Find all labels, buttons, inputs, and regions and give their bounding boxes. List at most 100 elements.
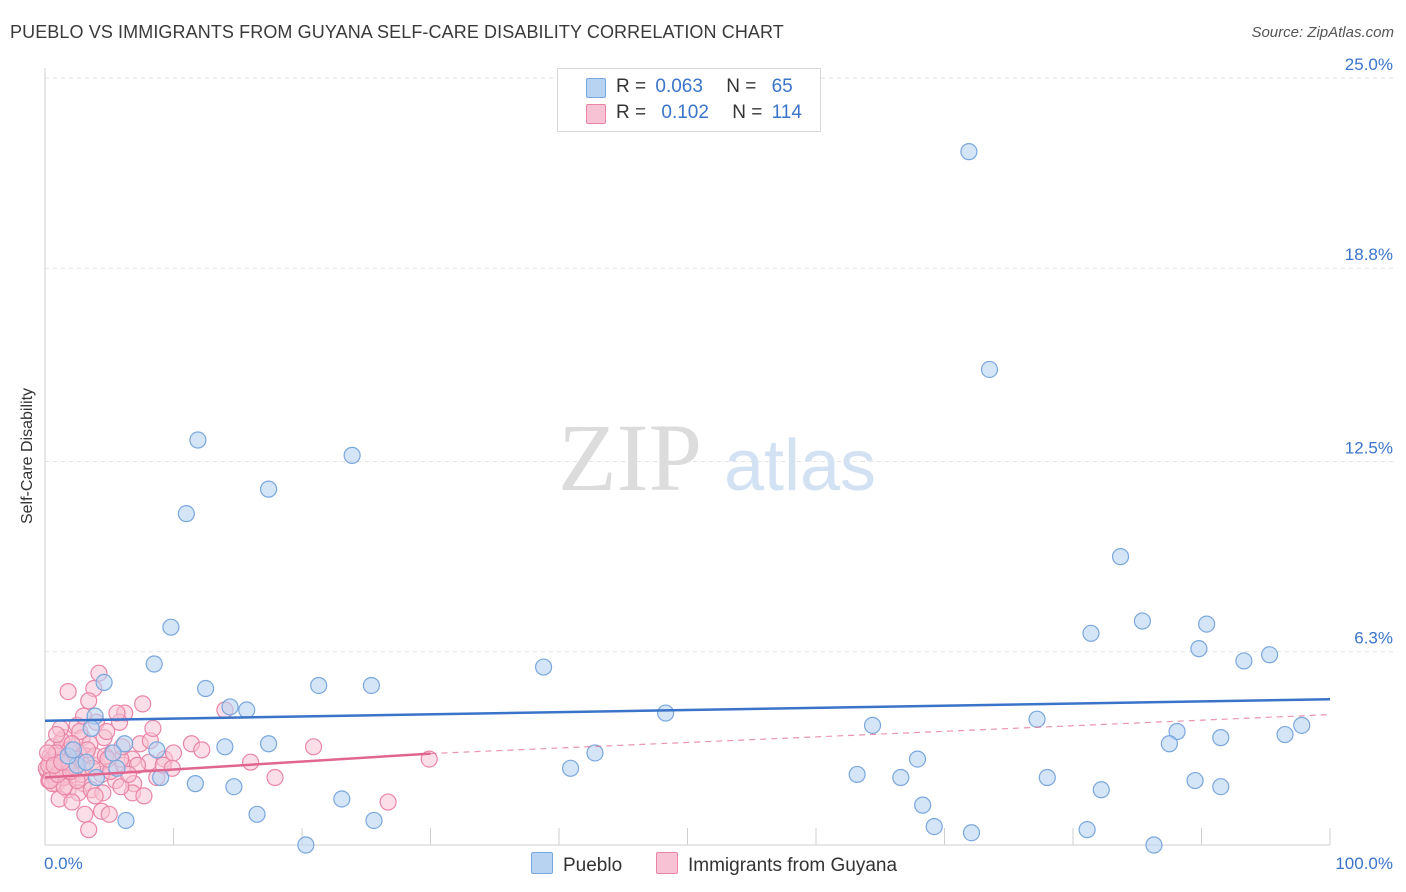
- pueblo-point: [87, 768, 106, 787]
- pueblo-point: [914, 796, 932, 814]
- pueblo-point: [1198, 615, 1216, 633]
- pueblo-point: [1160, 735, 1178, 753]
- pueblo-point: [197, 679, 215, 698]
- y-tick-label: 18.8%: [1345, 245, 1393, 264]
- source-label: Source: ZipAtlas.com: [1251, 24, 1394, 41]
- y-tick-label: 12.5%: [1345, 439, 1393, 458]
- pueblo-point: [1190, 640, 1208, 658]
- pueblo-point: [64, 741, 82, 759]
- pueblo-point: [980, 360, 999, 379]
- pueblo-point: [1082, 624, 1100, 642]
- trend-lines: [44, 698, 1331, 779]
- bottom-guyana-swatch: [656, 852, 678, 874]
- pueblo-point: [892, 768, 910, 787]
- guyana-point: [266, 768, 284, 787]
- pueblo-point: [561, 759, 580, 777]
- bottom-guyana-label: Immigrants from Guyana: [688, 855, 898, 876]
- pueblo-point: [586, 744, 604, 762]
- guyana-point: [193, 741, 211, 759]
- guyana-swatch: [586, 104, 606, 124]
- x-tick-label-min: 0.0%: [44, 854, 83, 873]
- pueblo-point: [95, 673, 113, 691]
- pueblo-point: [104, 744, 122, 762]
- guyana-point: [80, 821, 98, 839]
- watermark: ZIP atlas: [558, 404, 876, 511]
- pueblo-point: [82, 719, 100, 738]
- pueblo-point: [1293, 716, 1311, 734]
- guyana-point: [63, 793, 81, 811]
- series-pueblo: [59, 143, 1311, 854]
- bottom-legend-guyana: Immigrants from Guyana: [656, 852, 897, 877]
- pueblo-point: [1261, 646, 1279, 664]
- pueblo-point: [189, 431, 207, 449]
- legend-pueblo-n-label: N =: [726, 76, 757, 97]
- guyana-point: [80, 692, 98, 710]
- guyana-point: [112, 778, 130, 796]
- pueblo-point: [343, 446, 361, 464]
- guyana-point: [304, 738, 323, 756]
- guyana-point: [135, 787, 153, 805]
- pueblo-point: [1212, 729, 1230, 747]
- guyana-point: [379, 793, 397, 811]
- pueblo-point: [116, 735, 134, 753]
- pueblo-point: [259, 480, 278, 498]
- y-tick-label: 25.0%: [1345, 55, 1393, 74]
- pueblo-point: [1092, 781, 1110, 799]
- guyana-point: [98, 722, 116, 741]
- pueblo-point: [1235, 652, 1253, 670]
- guyana-point: [86, 787, 104, 805]
- legend-guyana-r-label: R =: [616, 102, 647, 123]
- guyana-trend-line-extrapolated: [430, 714, 1331, 755]
- bottom-legend: Pueblo Immigrants from Guyana: [0, 852, 1406, 878]
- pueblo-point: [1168, 722, 1186, 741]
- pueblo-point: [225, 778, 243, 796]
- legend-guyana-n-label: N =: [732, 102, 763, 123]
- pueblo-point: [1186, 771, 1204, 790]
- pueblo-point: [333, 790, 351, 808]
- tick-labels: 6.3% 12.5% 18.8% 25.0% 0.0% 100.0%: [44, 55, 1393, 873]
- pueblo-point: [148, 741, 166, 759]
- pueblo-point: [962, 824, 981, 842]
- legend: R = 0.063 N = 65 R = 0.102 N = 114: [557, 68, 821, 132]
- legend-pueblo-r-label: R =: [616, 76, 647, 97]
- pueblo-point: [1038, 768, 1056, 787]
- legend-pueblo-r-value: 0.063: [655, 76, 703, 97]
- pueblo-point: [1028, 710, 1046, 728]
- pueblo-point: [297, 836, 315, 854]
- pueblo-point: [221, 698, 239, 716]
- axes: [44, 68, 1331, 846]
- pueblo-point: [925, 817, 943, 836]
- pueblo-trend-line: [44, 698, 1331, 722]
- pueblo-point: [145, 655, 163, 673]
- watermark-atlas: atlas: [724, 426, 876, 506]
- pueblo-point: [657, 704, 675, 722]
- pueblo-point: [186, 775, 204, 793]
- pueblo-point: [216, 738, 234, 756]
- pueblo-point: [177, 505, 195, 523]
- legend-guyana-r-value: 0.102: [661, 102, 709, 123]
- pueblo-point: [1133, 612, 1151, 630]
- legend-pueblo-n-value: 65: [771, 76, 793, 97]
- bottom-pueblo-swatch: [531, 852, 553, 874]
- watermark-zip: ZIP: [558, 404, 702, 511]
- pueblo-point: [238, 701, 256, 719]
- legend-guyana-n-value: 114: [771, 102, 802, 123]
- pueblo-point: [908, 750, 927, 768]
- y-tick-label: 6.3%: [1354, 629, 1393, 648]
- pueblo-point: [117, 811, 135, 830]
- bottom-pueblo-label: Pueblo: [563, 855, 623, 876]
- guyana-point: [134, 695, 152, 713]
- pueblo-point: [848, 765, 866, 784]
- pueblo-point: [1145, 836, 1163, 854]
- pueblo-point: [1276, 725, 1294, 744]
- pueblo-point: [362, 676, 380, 695]
- guyana-point: [76, 805, 94, 823]
- guyana-point: [242, 753, 260, 771]
- pueblo-point: [1212, 778, 1230, 796]
- pueblo-point: [248, 805, 266, 823]
- pueblo-point: [259, 735, 278, 753]
- grid-lines: [45, 77, 1395, 653]
- pueblo-point: [534, 658, 553, 676]
- pueblo-point: [77, 753, 95, 771]
